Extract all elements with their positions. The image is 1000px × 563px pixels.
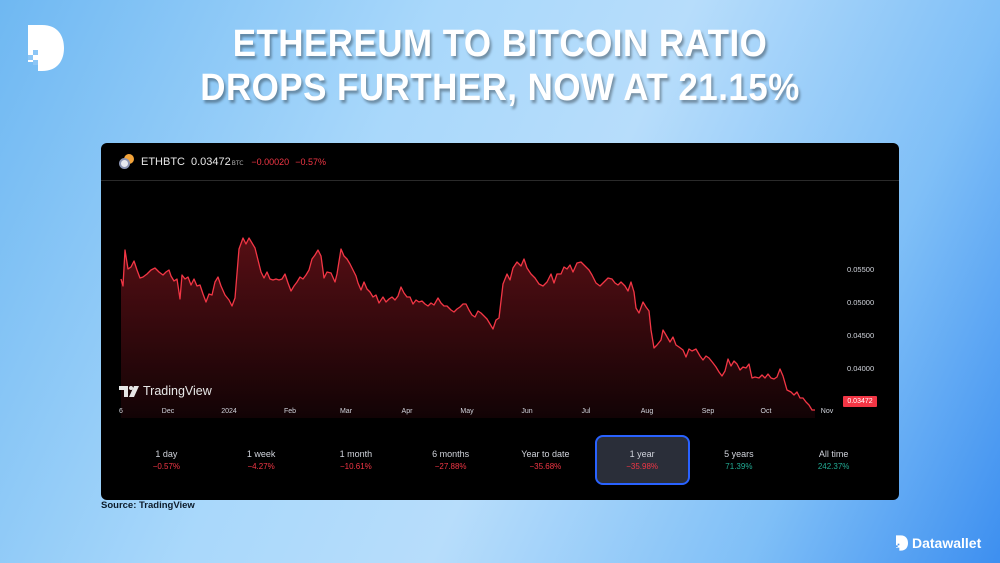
- tradingview-wordmark: TradingView: [143, 384, 212, 398]
- period-all-time[interactable]: All time 242.37%: [788, 435, 879, 485]
- x-tick: Jun: [521, 408, 533, 415]
- period-selector: 1 day −0.57% 1 week −4.27% 1 month −10.6…: [101, 435, 899, 485]
- period-year-to-date[interactable]: Year to date −35.68%: [500, 435, 591, 485]
- x-tick: 2024: [221, 408, 237, 415]
- period-value: −4.27%: [247, 462, 275, 471]
- price-line: [120, 237, 815, 411]
- x-tick: Nov: [820, 408, 834, 415]
- period-1-week[interactable]: 1 week −4.27%: [216, 435, 307, 485]
- period-1-year[interactable]: 1 year −35.98%: [594, 435, 690, 485]
- period-value: −35.98%: [626, 462, 659, 471]
- x-tick: Apr: [401, 408, 413, 415]
- headline-line-1: ETHEREUM TO BITCOIN RATIO: [232, 23, 768, 65]
- ticker-unit: BTC: [231, 160, 244, 167]
- ticker-change-pct: −0.57%: [295, 156, 326, 167]
- period-value: −35.68%: [529, 462, 562, 471]
- ticker-change-abs: −0.00020: [251, 156, 290, 167]
- x-tick: 6: [119, 408, 123, 415]
- x-tick: Jul: [581, 408, 591, 415]
- ticker-price: 0.03472: [191, 155, 231, 168]
- price-chart[interactable]: 0.05500 0.05000 0.04500 0.04000 0.03472 …: [101, 182, 899, 418]
- tradingview-logo-icon: [119, 385, 139, 397]
- ticker-header: ETHBTC 0.03472 BTC −0.00020 −0.57%: [101, 143, 899, 181]
- x-tick: Mar: [339, 408, 353, 415]
- period-label: All time: [818, 449, 849, 459]
- x-tick: Aug: [640, 408, 654, 415]
- x-tick: Feb: [283, 408, 297, 415]
- period-label: Year to date: [521, 449, 570, 459]
- tradingview-widget: ETHBTC 0.03472 BTC −0.00020 −0.57% 0.055…: [101, 143, 899, 500]
- bitcoin-icon: [124, 153, 134, 164]
- y-tick: 0.05000: [847, 298, 875, 307]
- y-tick: 0.05500: [847, 265, 875, 274]
- period-label: 1 week: [246, 449, 276, 459]
- brand-name: Datawallet: [912, 535, 982, 551]
- tradingview-watermark[interactable]: TradingView: [119, 384, 212, 398]
- period-value: 242.37%: [817, 462, 850, 471]
- period-1-day[interactable]: 1 day −0.57%: [121, 435, 212, 485]
- ethereum-icon: [119, 157, 130, 169]
- datawallet-brand-icon: [896, 535, 908, 551]
- period-6-months[interactable]: 6 months −27.88%: [405, 435, 496, 485]
- eth-btc-pair-icon: [119, 153, 135, 170]
- ticker-symbol[interactable]: ETHBTC: [141, 155, 185, 168]
- period-label: 1 year: [629, 449, 655, 459]
- period-label: 1 month: [339, 449, 373, 459]
- datawallet-logo-icon: [28, 25, 64, 71]
- period-label: 6 months: [432, 449, 470, 459]
- area-chart-svg: [120, 237, 815, 418]
- source-caption: Source: TradingView: [101, 500, 195, 511]
- datawallet-brand: Datawallet: [895, 535, 981, 551]
- x-tick: Oct: [760, 408, 772, 415]
- last-price-label: 0.03472: [843, 396, 877, 407]
- period-label: 5 years: [724, 449, 754, 459]
- period-value: −0.57%: [152, 462, 181, 471]
- period-value: 71.39%: [725, 462, 753, 471]
- y-tick: 0.04000: [847, 364, 875, 373]
- area-fill: [121, 238, 815, 418]
- period-label: 1 day: [155, 449, 178, 459]
- period-value: −10.61%: [339, 462, 372, 471]
- y-tick: 0.04500: [847, 331, 875, 340]
- x-tick: May: [460, 408, 474, 415]
- headline-line-2: DROPS FURTHER, NOW AT 21.15%: [200, 67, 800, 109]
- period-5-years[interactable]: 5 years 71.39%: [694, 435, 785, 485]
- x-tick: Sep: [701, 408, 715, 415]
- x-tick: Dec: [161, 408, 175, 415]
- period-1-month[interactable]: 1 month −10.61%: [311, 435, 402, 485]
- headline: ETHEREUM TO BITCOIN RATIO DROPS FURTHER,…: [40, 22, 960, 110]
- period-value: −27.88%: [434, 462, 467, 471]
